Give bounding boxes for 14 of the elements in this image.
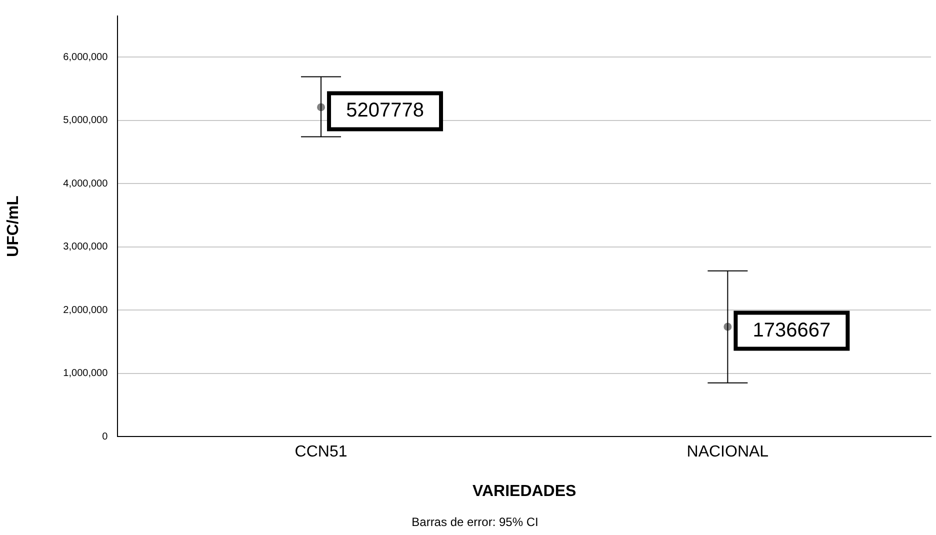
text: Barras de error: 95% CI — [410, 515, 540, 529]
x-tick-label: NACIONAL — [686, 444, 769, 461]
y-tick-label: 1,000,000 — [63, 368, 108, 380]
y-tick-label: 6,000,000 — [63, 52, 108, 63]
y-tick-label: 3,000,000 — [63, 242, 108, 253]
data-label: 5207778 — [346, 100, 424, 122]
x-tick-label: CCN51 — [294, 444, 348, 461]
y-tick-label: 5,000,000 — [63, 115, 108, 126]
x-axis-title: VARIEDADES — [472, 482, 577, 500]
y-tick-label: 2,000,000 — [63, 304, 108, 316]
y-tick-label: 0 — [102, 431, 108, 442]
y-axis-title: UFC/mL — [5, 195, 22, 257]
y-tick-label: 4,000,000 — [63, 178, 108, 190]
data-label: 1736667 — [752, 319, 831, 342]
